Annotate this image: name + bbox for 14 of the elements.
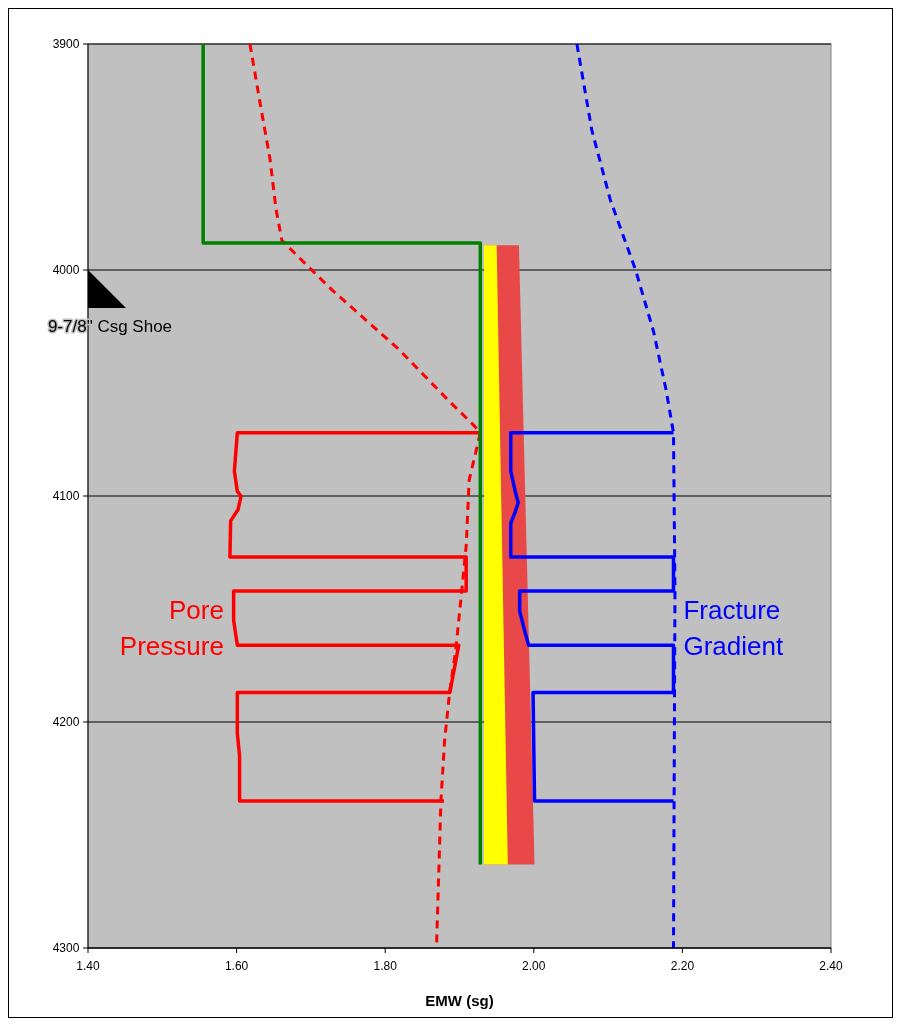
series-label: Fracture Gradient	[683, 594, 784, 661]
y-tick-label: 3900	[52, 37, 80, 51]
x-tick-label: 2.20	[670, 959, 695, 973]
series-label: Pore Pressure	[119, 594, 224, 661]
x-tick-label: 1.60	[224, 959, 249, 973]
x-tick-label: 2.40	[819, 959, 843, 973]
x-tick-label: 2.00	[522, 959, 546, 973]
y-tick-label: 4300	[52, 941, 80, 955]
y-tick-label: 4100	[52, 489, 80, 503]
y-tick-label: 4000	[52, 263, 80, 277]
x-tick-label: 1.40	[76, 959, 100, 973]
y-tick-label: 4200	[52, 715, 80, 729]
x-axis-title: EMW (sg)	[425, 992, 494, 1009]
x-tick-label: 1.80	[373, 959, 398, 973]
